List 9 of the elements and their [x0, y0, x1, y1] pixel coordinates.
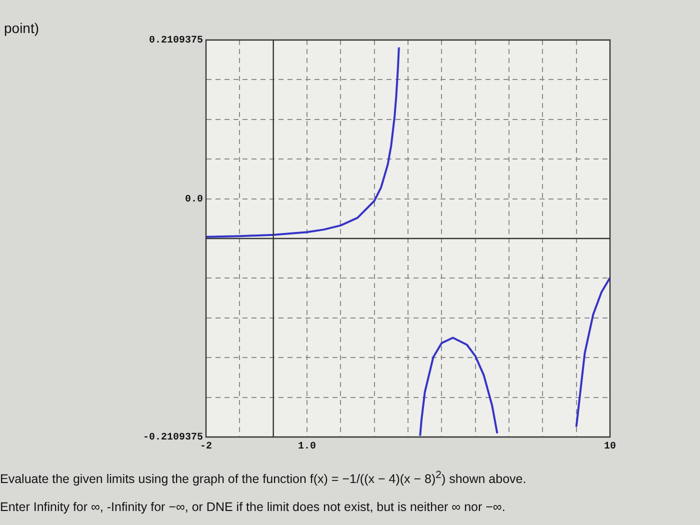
- text: point): [4, 20, 40, 36]
- x-tick-label: 1.0: [298, 442, 316, 453]
- x-tick-label: 10: [604, 442, 616, 453]
- y-tick-label: 0.0: [184, 194, 204, 206]
- text: Evaluate the given limits using the graph of the function f(x) = −1/((x − 4)(x − 8)$^{2}$) shown above.: [0, 469, 526, 488]
- y-tick-label: 0.2109375: [148, 36, 204, 47]
- text: Enter Infinity for ∞, -Infinity for −∞, or DNE if the limit does not exist, but is neither ∞ nor −∞.: [0, 499, 506, 516]
- y-tick-label: -0.2109375: [142, 432, 204, 444]
- x-tick-label: -2: [200, 442, 212, 453]
